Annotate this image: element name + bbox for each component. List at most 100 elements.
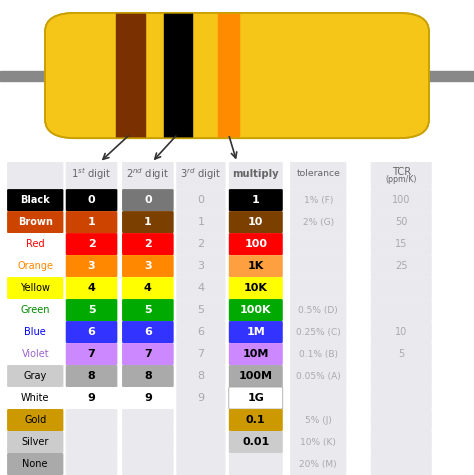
Text: 0.1: 0.1 [246, 415, 265, 425]
FancyBboxPatch shape [371, 255, 432, 277]
FancyBboxPatch shape [176, 321, 226, 343]
FancyBboxPatch shape [122, 343, 173, 365]
Text: None: None [22, 459, 48, 469]
FancyBboxPatch shape [176, 365, 226, 387]
Text: 8: 8 [197, 371, 204, 381]
FancyBboxPatch shape [229, 277, 283, 299]
Text: Black: Black [20, 195, 50, 205]
FancyBboxPatch shape [66, 365, 118, 387]
Text: 100K: 100K [240, 305, 272, 315]
FancyBboxPatch shape [176, 387, 226, 409]
Bar [374, 71, 474, 81]
FancyBboxPatch shape [122, 299, 173, 321]
FancyBboxPatch shape [371, 162, 432, 189]
FancyBboxPatch shape [229, 387, 283, 409]
FancyBboxPatch shape [122, 387, 173, 409]
FancyBboxPatch shape [122, 321, 173, 343]
FancyBboxPatch shape [122, 189, 173, 211]
FancyBboxPatch shape [7, 255, 64, 277]
Text: 1G: 1G [247, 393, 264, 403]
FancyBboxPatch shape [229, 299, 283, 321]
FancyBboxPatch shape [66, 233, 118, 255]
Text: 3: 3 [144, 261, 152, 271]
FancyBboxPatch shape [371, 299, 432, 321]
FancyBboxPatch shape [229, 453, 283, 475]
Text: 0: 0 [144, 195, 152, 205]
FancyBboxPatch shape [371, 211, 432, 233]
Text: 10K: 10K [244, 283, 268, 293]
Text: Orange: Orange [17, 261, 53, 271]
FancyBboxPatch shape [122, 409, 173, 431]
Text: 15: 15 [395, 239, 408, 249]
FancyBboxPatch shape [176, 409, 226, 431]
FancyBboxPatch shape [7, 453, 64, 475]
FancyBboxPatch shape [290, 387, 346, 409]
Text: 4: 4 [88, 283, 95, 293]
Text: 7: 7 [88, 349, 95, 359]
Text: $1^{st}$ digit: $1^{st}$ digit [72, 166, 112, 181]
Text: 9: 9 [144, 393, 152, 403]
Text: 5: 5 [197, 305, 204, 315]
Text: 5: 5 [398, 349, 404, 359]
Text: 1: 1 [144, 217, 152, 227]
FancyBboxPatch shape [229, 233, 283, 255]
FancyBboxPatch shape [7, 233, 64, 255]
Text: 10: 10 [248, 217, 264, 227]
Text: 3: 3 [197, 261, 204, 271]
Text: 100: 100 [244, 239, 267, 249]
Text: (ppm/K): (ppm/K) [385, 175, 417, 184]
Text: 50: 50 [395, 217, 408, 227]
FancyBboxPatch shape [122, 211, 173, 233]
FancyBboxPatch shape [45, 13, 429, 138]
FancyBboxPatch shape [66, 277, 118, 299]
FancyBboxPatch shape [290, 233, 346, 255]
FancyBboxPatch shape [66, 211, 118, 233]
FancyBboxPatch shape [122, 162, 173, 189]
FancyBboxPatch shape [7, 387, 64, 409]
FancyBboxPatch shape [176, 299, 226, 321]
Text: 10M: 10M [243, 349, 269, 359]
Text: 0.01: 0.01 [242, 437, 269, 447]
Text: 6: 6 [144, 327, 152, 337]
FancyBboxPatch shape [371, 189, 432, 211]
Text: 0: 0 [197, 195, 204, 205]
Text: 6: 6 [197, 327, 204, 337]
FancyBboxPatch shape [229, 343, 283, 365]
FancyBboxPatch shape [290, 189, 346, 211]
Text: TCR: TCR [392, 167, 411, 177]
FancyBboxPatch shape [7, 431, 64, 453]
FancyBboxPatch shape [7, 211, 64, 233]
Text: 2: 2 [144, 239, 152, 249]
FancyBboxPatch shape [7, 277, 64, 299]
Text: Blue: Blue [24, 327, 46, 337]
Text: $2^{nd}$ digit: $2^{nd}$ digit [127, 166, 169, 181]
FancyBboxPatch shape [371, 365, 432, 387]
Text: 2: 2 [88, 239, 95, 249]
FancyBboxPatch shape [290, 277, 346, 299]
FancyBboxPatch shape [371, 321, 432, 343]
Text: 2% (G): 2% (G) [302, 218, 334, 227]
Text: 8: 8 [144, 371, 152, 381]
Text: 7: 7 [197, 349, 204, 359]
FancyBboxPatch shape [7, 343, 64, 365]
FancyBboxPatch shape [371, 453, 432, 475]
FancyBboxPatch shape [122, 453, 173, 475]
FancyBboxPatch shape [66, 343, 118, 365]
Text: Green: Green [20, 305, 50, 315]
FancyBboxPatch shape [122, 233, 173, 255]
Text: Red: Red [26, 239, 45, 249]
Text: tolerance: tolerance [296, 169, 340, 178]
Text: 0.5% (D): 0.5% (D) [298, 305, 338, 314]
Text: Gray: Gray [24, 371, 47, 381]
FancyBboxPatch shape [176, 255, 226, 277]
FancyBboxPatch shape [176, 453, 226, 475]
FancyBboxPatch shape [229, 409, 283, 431]
FancyBboxPatch shape [66, 387, 118, 409]
Text: Yellow: Yellow [20, 283, 50, 293]
FancyBboxPatch shape [229, 431, 283, 453]
Text: Gold: Gold [24, 415, 46, 425]
Text: 2: 2 [197, 239, 204, 249]
Text: 5: 5 [88, 305, 95, 315]
FancyBboxPatch shape [371, 277, 432, 299]
Text: 0.1% (B): 0.1% (B) [299, 350, 337, 359]
